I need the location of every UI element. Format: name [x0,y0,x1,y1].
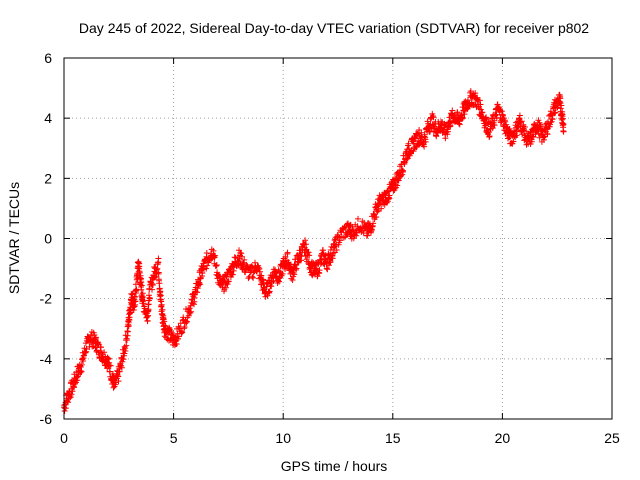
y-tick-label: -4 [40,351,53,367]
x-tick-label: 10 [275,430,291,446]
chart-title: Day 245 of 2022, Sidereal Day-to-day VTE… [79,20,589,36]
y-tick-label: -6 [40,411,53,427]
axis-ticks: 0 5 10 15 20 25 -6 -4 -2 0 2 4 6 [40,50,620,446]
x-tick-label: 20 [495,430,511,446]
x-axis-label: GPS time / hours [281,458,388,474]
y-tick-label: -2 [40,291,53,307]
data-points-sdtvar [61,88,567,414]
x-tick-label: 25 [604,430,620,446]
y-tick-label: 2 [44,170,52,186]
data-series-sdtvar [61,88,567,414]
y-tick-label: 4 [44,110,52,126]
y-tick-label: 6 [44,50,52,66]
y-tick-label: 0 [44,231,52,247]
x-tick-label: 5 [170,430,178,446]
x-tick-label: 15 [385,430,401,446]
x-tick-label: 0 [60,430,68,446]
y-axis-label: SDTVAR / TECUs [6,182,22,294]
